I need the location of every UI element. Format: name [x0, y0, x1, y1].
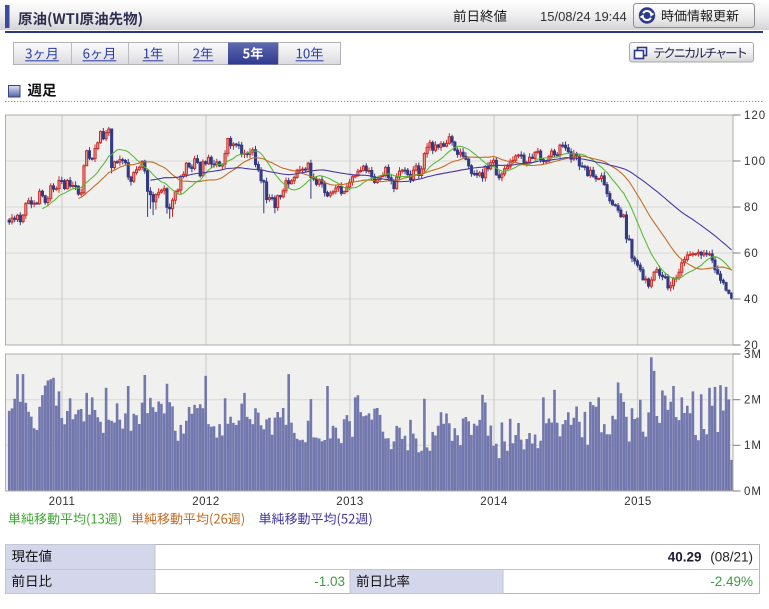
svg-text:-2.49%: -2.49%: [710, 574, 753, 589]
svg-text:120: 120: [744, 110, 766, 122]
svg-text:2M: 2M: [744, 395, 762, 407]
svg-text:3M: 3M: [744, 349, 762, 361]
svg-text:-1.03: -1.03: [314, 574, 345, 589]
svg-text:2013: 2013: [336, 496, 364, 508]
svg-text:2011: 2011: [49, 496, 76, 508]
svg-text:2012: 2012: [192, 496, 220, 508]
svg-text:2015: 2015: [624, 496, 652, 508]
svg-text:20: 20: [744, 340, 759, 352]
svg-text:0M: 0M: [744, 486, 762, 498]
svg-text:1M: 1M: [744, 440, 762, 452]
svg-text:40: 40: [744, 294, 759, 306]
svg-text:2014: 2014: [480, 496, 508, 508]
svg-text:60: 60: [744, 248, 759, 260]
svg-text:15/08/24 19:44: 15/08/24 19:44: [540, 9, 627, 24]
svg-text:(08/21): (08/21): [710, 550, 753, 565]
svg-text:100: 100: [744, 156, 766, 168]
svg-text:40.29: 40.29: [668, 550, 702, 565]
svg-text:80: 80: [744, 202, 759, 214]
